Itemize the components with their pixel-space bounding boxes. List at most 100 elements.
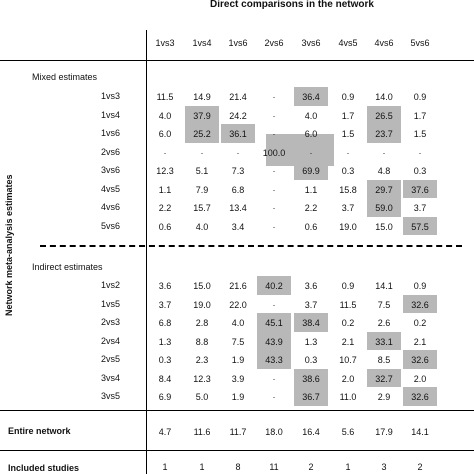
table-cell: 3.4	[231, 221, 245, 232]
table-cell: 26.5	[375, 110, 393, 121]
table-cell: 40.2	[265, 281, 283, 291]
row-label: 2vs5	[100, 354, 120, 364]
table-cell: 0.9	[413, 281, 427, 291]
vertical-divider	[146, 30, 147, 474]
shaded-cell	[403, 350, 437, 369]
table-cell: 100.0	[262, 147, 286, 158]
table-cell: 23.7	[375, 129, 393, 139]
table-cell: 1.1	[158, 184, 172, 195]
table-cell: 4.0	[304, 110, 318, 121]
shaded-cell	[403, 216, 437, 235]
row-label: 3vs6	[100, 165, 120, 175]
shaded-cell	[403, 387, 437, 406]
table-cell: 12.3	[156, 166, 174, 176]
table-cell: 10.7	[339, 355, 357, 365]
table-cell: 2.2	[304, 203, 318, 213]
table-cell: 0.6	[304, 221, 318, 232]
table-cell: ·	[272, 110, 276, 121]
table-cell: 1.3	[304, 336, 318, 347]
table-cell: 38.6	[302, 373, 320, 384]
table-cell: 2.8	[195, 318, 209, 328]
shaded-cell	[257, 350, 291, 369]
table-cell: 1.7	[341, 110, 355, 121]
entire-network-bottom-line	[0, 450, 474, 451]
table-cell: 6.8	[158, 318, 172, 328]
table-cell: ·	[346, 147, 350, 158]
column-header: 5vs6	[410, 38, 430, 48]
row-label: 4vs5	[100, 183, 120, 194]
table-cell: 0.9	[341, 92, 355, 102]
shaded-cell	[367, 331, 401, 350]
table-cell: 15.7	[193, 203, 211, 213]
table-cell: 36.4	[302, 92, 320, 102]
table-cell: 3.9	[231, 373, 245, 384]
table-cell: 13.4	[229, 203, 247, 213]
shaded-cell	[367, 124, 401, 143]
entire-network-cell: 5.6	[341, 427, 355, 437]
shaded-cell	[257, 276, 291, 295]
table-cell: 59.0	[375, 203, 393, 213]
shaded-cell	[221, 124, 255, 143]
entire-network-cell: 17.9	[375, 427, 393, 437]
table-cell: 38.4	[302, 318, 320, 328]
shaded-cell	[294, 313, 328, 332]
table-cell: 15.8	[339, 184, 357, 195]
column-header: 4vs5	[338, 38, 358, 48]
shaded-cell	[294, 161, 328, 180]
table-cell: 0.3	[413, 166, 427, 176]
table-cell: 3.7	[158, 299, 172, 310]
row-label: 2vs3	[100, 317, 120, 327]
table-cell: ·	[272, 129, 276, 139]
column-header: 1vs3	[155, 38, 175, 48]
table-cell: ·	[163, 147, 167, 158]
table-cell: ·	[272, 392, 276, 402]
table-cell: 15.0	[193, 281, 211, 291]
table-cell: 11.5	[339, 299, 357, 310]
row-label: 2vs6	[100, 146, 120, 157]
shaded-cell	[266, 134, 334, 166]
shaded-cell	[185, 124, 219, 143]
table-cell: 5.1	[195, 166, 209, 176]
table-cell: 7.5	[377, 299, 391, 310]
table-cell: 15.0	[375, 221, 393, 232]
table-cell: 43.3	[265, 355, 283, 365]
table-cell: 0.9	[341, 281, 355, 291]
included-studies-cell: 1	[345, 462, 351, 472]
entire-network-top-line	[0, 410, 474, 411]
table-cell: 3.6	[158, 281, 172, 291]
table-cell: 3.7	[341, 203, 355, 213]
indirect-section-title: Indirect estimates	[32, 262, 103, 272]
table-cell: 14.9	[193, 92, 211, 102]
table-cell: 6.0	[304, 129, 318, 139]
shaded-cell	[185, 105, 219, 124]
row-label: 4vs6	[100, 202, 120, 212]
table-cell: 2.6	[377, 318, 391, 328]
row-label: 1vs5	[100, 298, 120, 309]
table-cell: 69.9	[302, 166, 320, 176]
table-cell: 37.9	[193, 110, 211, 121]
table-cell: 7.5	[231, 336, 245, 347]
table-cell: 2.0	[341, 373, 355, 384]
table-cell: 4.8	[377, 166, 391, 176]
shaded-cell	[294, 87, 328, 106]
table-cell: 22.0	[229, 299, 247, 310]
table-cell: 1.5	[413, 129, 427, 139]
table-cell: 3.7	[413, 203, 427, 213]
column-header: 3vs6	[301, 38, 321, 48]
row-label: 1vs6	[100, 128, 120, 138]
table-cell: 2.2	[158, 203, 172, 213]
table-cell: 33.1	[375, 336, 393, 347]
table-cell: ·	[236, 147, 240, 158]
entire-network-cell: 11.6	[193, 427, 211, 437]
table-cell: 43.9	[265, 336, 283, 347]
table-cell: 2.1	[341, 336, 355, 347]
row-label: 1vs4	[100, 109, 120, 120]
included-studies-cell: 1	[162, 462, 168, 472]
shaded-cell	[367, 179, 401, 198]
header-divider	[0, 60, 474, 61]
table-cell: 1.7	[413, 110, 427, 121]
table-cell: ·	[200, 147, 204, 158]
shaded-cell	[367, 198, 401, 217]
table-cell: 11.5	[156, 92, 174, 102]
row-label: 1vs3	[100, 91, 120, 101]
